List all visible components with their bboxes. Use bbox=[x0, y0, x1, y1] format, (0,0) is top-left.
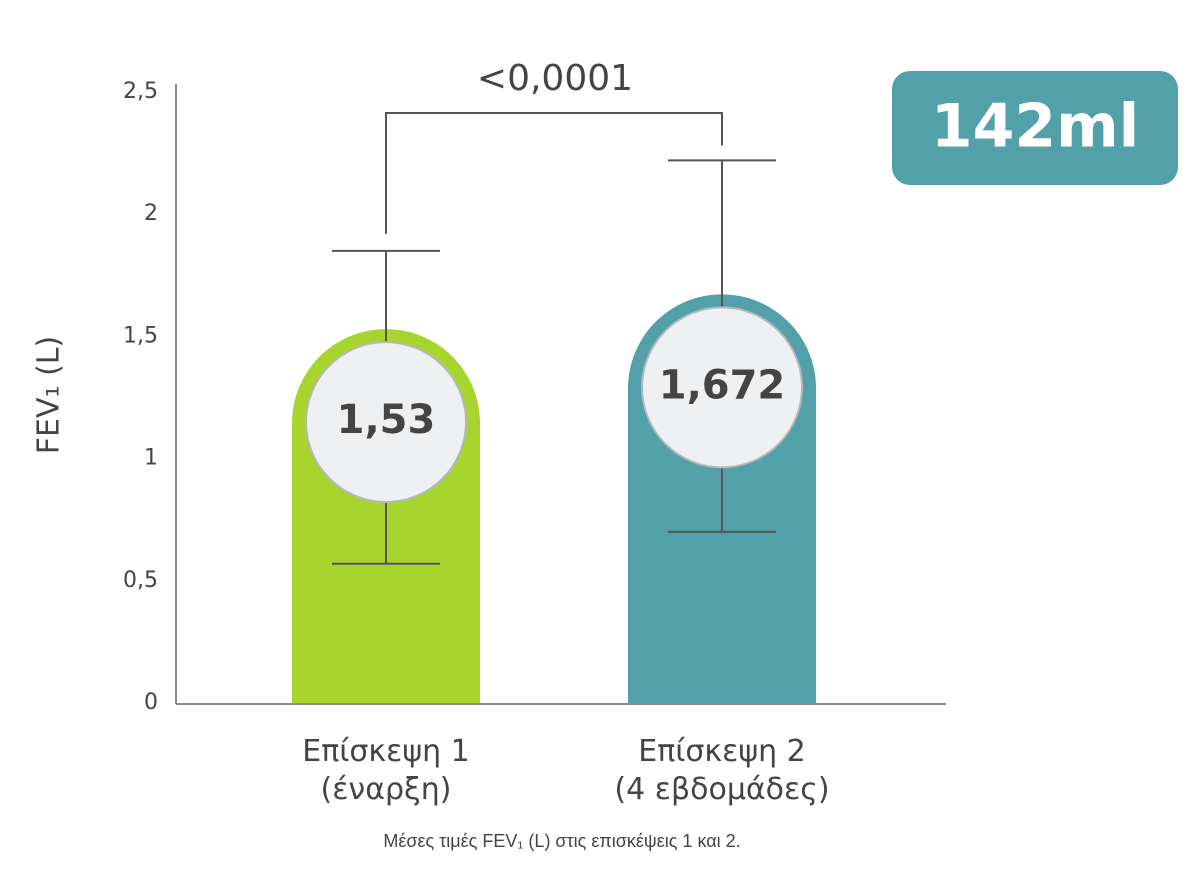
y-tick-label: 2 bbox=[144, 201, 158, 226]
y-tick-label: 1,5 bbox=[123, 323, 158, 348]
value-circle bbox=[641, 306, 803, 469]
y-tick-label: 0 bbox=[144, 690, 158, 715]
y-tick-label: 1 bbox=[144, 446, 158, 471]
y-tick-label: 2,5 bbox=[123, 79, 158, 104]
y-tick-label: 0,5 bbox=[123, 568, 158, 593]
value-circle bbox=[305, 341, 467, 504]
y-axis-label: FEV₁ (L) bbox=[32, 336, 67, 454]
caption: Μέσες τιμές FEV₁ (L) στις επισκέψεις 1 κ… bbox=[383, 831, 740, 851]
value-label: 1,53 bbox=[337, 397, 436, 443]
significance-label: <0,0001 bbox=[477, 58, 633, 99]
x-tick-label: Επίσκεψη 2 (4 εβδομάδες) bbox=[614, 734, 829, 807]
x-tick-label: Επίσκεψη 1 (έναρξη) bbox=[302, 734, 470, 807]
significance-bracket bbox=[385, 112, 723, 234]
badge-text: 142ml bbox=[931, 92, 1139, 162]
badge bbox=[892, 71, 1178, 185]
value-label: 1,672 bbox=[659, 362, 786, 408]
